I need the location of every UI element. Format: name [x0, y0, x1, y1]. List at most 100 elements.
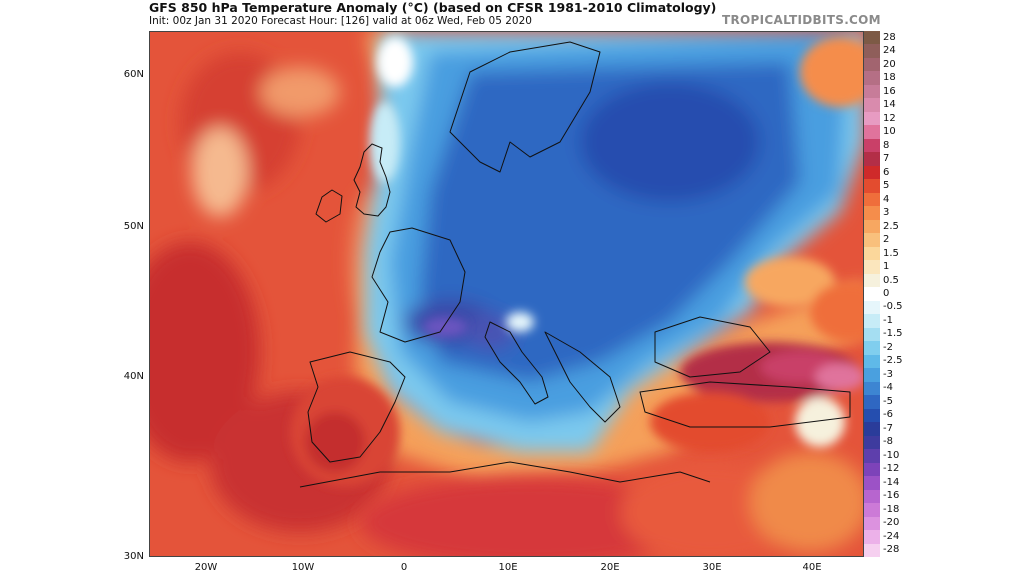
colorbar-label: -8 [883, 436, 893, 448]
lat-label: 40N [123, 371, 144, 382]
colorbar-label: 16 [883, 85, 896, 97]
colorbar-swatch [864, 206, 880, 221]
colorbar-swatch [864, 354, 880, 369]
colorbar-swatch [864, 287, 880, 302]
colorbar-swatch [864, 152, 880, 167]
colorbar-label: -16 [883, 490, 900, 502]
colorbar-label: -14 [883, 476, 900, 488]
colorbar-label: -2.5 [883, 355, 903, 367]
colorbar-swatch [864, 57, 880, 72]
colorbar-swatch [864, 300, 880, 315]
colorbar-label: -18 [883, 503, 900, 515]
colorbar-label: 6 [883, 166, 890, 178]
colorbar-label: 5 [883, 180, 890, 192]
colorbar-label: 4 [883, 193, 890, 205]
colorbar-label: 2 [883, 234, 890, 246]
coastlines [299, 41, 851, 488]
colorbar-swatch [864, 476, 880, 491]
colorbar-label: 14 [883, 99, 896, 111]
lon-label: 30E [702, 562, 722, 573]
colorbar-label: -5 [883, 395, 893, 407]
colorbar-swatch [864, 489, 880, 504]
colorbar-swatch [864, 219, 880, 234]
colorbar-swatch [864, 435, 880, 450]
lon-label: 0 [400, 562, 408, 573]
lat-label: 50N [123, 221, 144, 232]
colorbar-label: 24 [883, 45, 896, 57]
colorbar-label: 20 [883, 58, 896, 70]
lon-label: 20E [600, 562, 620, 573]
colorbar-label: -2 [883, 341, 893, 353]
warm-anomaly-iberia [290, 377, 400, 487]
lon-label: 10E [498, 562, 518, 573]
colorbar-label: -3 [883, 368, 893, 380]
warm-anomaly-eastern-europe [745, 37, 863, 342]
colorbar-label: -6 [883, 409, 893, 421]
brand-logo: TROPICALTIDBITS.COM [722, 13, 881, 27]
colorbar-swatch [864, 165, 880, 180]
colorbar-swatch [864, 422, 880, 437]
colorbar-swatch [864, 543, 880, 558]
colorbar-swatch [864, 31, 880, 45]
colorbar-label: -24 [883, 530, 900, 542]
colorbar-swatch [864, 138, 880, 153]
colorbar-swatch [864, 530, 880, 544]
lon-label: 40E [802, 562, 822, 573]
colorbar-label: -20 [883, 517, 900, 529]
colorbar-label: 12 [883, 112, 896, 124]
colorbar-swatch [864, 192, 880, 207]
colorbar-swatch [864, 381, 880, 396]
colorbar-swatch [864, 84, 880, 99]
colorbar-swatch [864, 449, 880, 464]
colorbar-label: 8 [883, 139, 890, 151]
colorbar-label: -10 [883, 449, 900, 461]
colorbar-swatch [864, 260, 880, 275]
lat-label: 60N [123, 69, 144, 80]
colorbar-label: 1.5 [883, 247, 899, 259]
colorbar-label: -12 [883, 463, 900, 475]
colorbar-swatch [864, 179, 880, 194]
colorbar-swatch [864, 273, 880, 288]
colorbar-swatch [864, 395, 880, 410]
colorbar-swatch [864, 314, 880, 329]
colorbar-swatch [864, 44, 880, 59]
anomaly-map [149, 31, 864, 557]
colorbar-label: 10 [883, 126, 896, 138]
colorbar-label: 1 [883, 261, 890, 273]
colorbar-label: -4 [883, 382, 893, 394]
colorbar-label: 3 [883, 207, 890, 219]
colorbar-label: 28 [883, 31, 896, 43]
colorbar-swatch [864, 327, 880, 342]
colorbar-swatch [864, 503, 880, 518]
colorbar-label: -1 [883, 314, 893, 326]
lon-label: 10W [291, 562, 315, 573]
colorbar-swatch [864, 125, 880, 140]
colorbar-swatch [864, 516, 880, 531]
colorbar-label: -1.5 [883, 328, 903, 340]
colorbar [864, 31, 880, 558]
lon-label: 20W [194, 562, 218, 573]
colorbar-swatch [864, 233, 880, 248]
colorbar-swatch [864, 98, 880, 113]
colorbar-label: 7 [883, 153, 890, 165]
colorbar-label: 0.5 [883, 274, 899, 286]
colorbar-label: -7 [883, 422, 893, 434]
colorbar-label: 2.5 [883, 220, 899, 232]
colorbar-label: -0.5 [883, 301, 903, 313]
map-title: GFS 850 hPa Temperature Anomaly (°C) (ba… [149, 0, 717, 15]
colorbar-swatch [864, 368, 880, 383]
map-subtitle: Init: 00z Jan 31 2020 Forecast Hour: [12… [149, 15, 532, 27]
cold-anomaly-europe [365, 32, 863, 452]
colorbar-label: -28 [883, 544, 900, 556]
warm-anomaly-north-africa [360, 452, 863, 556]
colorbar-swatch [864, 246, 880, 261]
colorbar-swatch [864, 341, 880, 356]
lat-label: 30N [123, 551, 144, 562]
warm-anomaly-turkey-black-sea [650, 342, 863, 452]
colorbar-label: 0 [883, 288, 890, 299]
colorbar-swatch [864, 408, 880, 423]
colorbar-swatch [864, 111, 880, 126]
colorbar-swatch [864, 71, 880, 86]
colorbar-label: 18 [883, 72, 896, 84]
colorbar-swatch [864, 462, 880, 477]
